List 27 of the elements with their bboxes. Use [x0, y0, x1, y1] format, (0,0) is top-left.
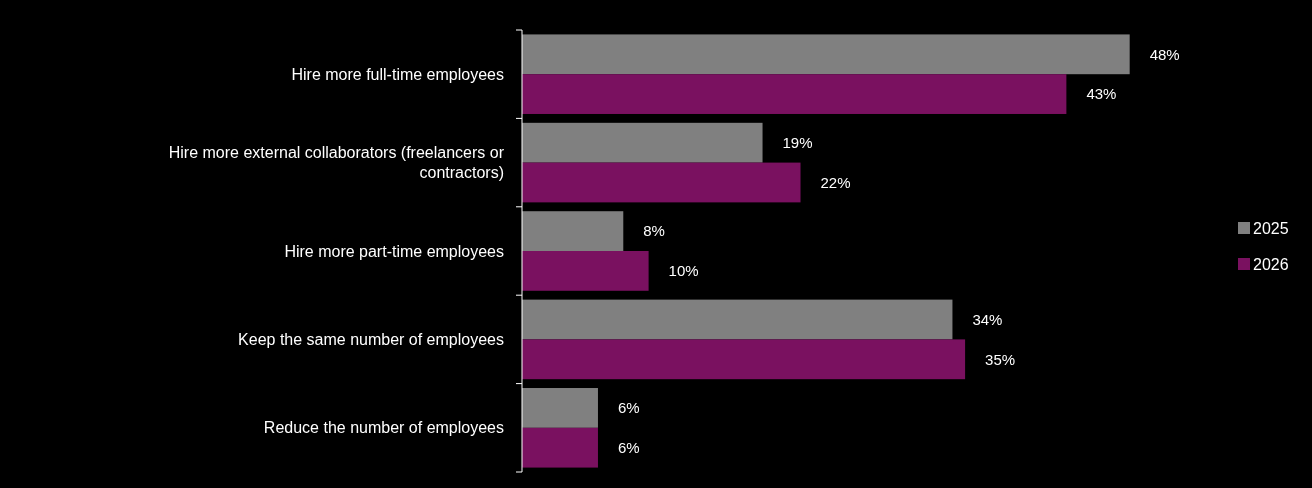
- y-tick-label: Keep the same number of employees: [238, 331, 504, 348]
- bar: [522, 388, 598, 428]
- bar: [522, 299, 953, 340]
- y-tick-label: Hire more part-time employees: [284, 242, 504, 260]
- bar: [522, 251, 649, 291]
- data-label: 43%: [1086, 85, 1117, 103]
- bar: [522, 211, 624, 251]
- data-label: 6%: [617, 399, 640, 417]
- data-label: 10%: [668, 262, 699, 280]
- bar: [522, 339, 966, 380]
- data-label: 22%: [820, 173, 851, 191]
- y-tick-label: Hire more external collaborators (freelancers or contractors): [168, 144, 505, 182]
- legend-label: 2025: [1253, 219, 1289, 237]
- y-tick-label: Hire more full-time employees: [291, 65, 504, 83]
- bar: [522, 34, 1130, 75]
- data-label: 35%: [985, 350, 1016, 368]
- bar: [522, 74, 1067, 114]
- legend-label: 2026: [1253, 255, 1289, 273]
- data-label: 19%: [782, 133, 813, 151]
- data-label: 34%: [972, 310, 1003, 328]
- y-tick-label: Reduce the number of employees: [263, 419, 504, 437]
- bar: [522, 162, 801, 203]
- bar: [522, 427, 598, 468]
- bar: [522, 122, 763, 163]
- data-label: 8%: [643, 222, 665, 240]
- data-label: 48%: [1149, 45, 1180, 63]
- data-label: 6%: [617, 438, 640, 456]
